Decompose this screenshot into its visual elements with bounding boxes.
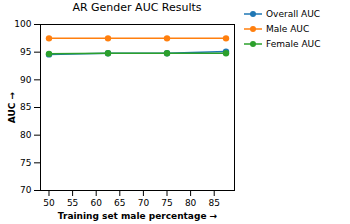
svg-text:50: 50 <box>43 198 55 208</box>
svg-text:70: 70 <box>20 185 32 195</box>
html-text:Male AUC: Male AUC <box>266 23 310 34</box>
svg-text:55: 55 <box>67 198 78 208</box>
svg-text:85: 85 <box>20 102 31 112</box>
svg-text:100: 100 <box>14 19 31 29</box>
svg-text:70: 70 <box>138 198 150 208</box>
svg-text:75: 75 <box>161 198 172 208</box>
svg-text:95: 95 <box>20 47 31 57</box>
svg-text:90: 90 <box>20 75 32 85</box>
svg-text:80: 80 <box>185 198 197 208</box>
svg-text:80: 80 <box>20 130 32 140</box>
html-text:Female AUC: Female AUC <box>266 38 321 49</box>
svg-text:AUC →: AUC → <box>7 91 17 123</box>
svg-text:Training set male percentage →: Training set male percentage → <box>58 211 218 221</box>
svg-text:60: 60 <box>90 198 102 208</box>
svg-text:75: 75 <box>20 158 31 168</box>
svg-text:85: 85 <box>208 198 219 208</box>
html-text:Overall AUC: Overall AUC <box>266 8 321 19</box>
svg-text:65: 65 <box>114 198 125 208</box>
html-text:AR Gender AUC Results: AR Gender AUC Results <box>72 1 202 14</box>
